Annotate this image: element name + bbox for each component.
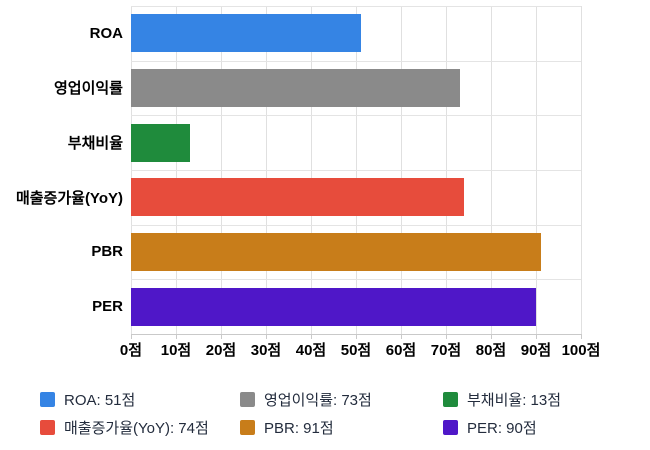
- horizontal-gridline: [131, 60, 581, 62]
- x-tick-mark: [581, 334, 582, 339]
- x-tick-mark: [536, 334, 537, 339]
- x-tick-mark: [176, 334, 177, 339]
- horizontal-gridline: [131, 279, 581, 281]
- x-tick-mark: [446, 334, 447, 339]
- x-tick-label: 30점: [250, 342, 282, 359]
- legend-item[interactable]: ROA: 51점: [40, 389, 240, 410]
- horizontal-gridline: [131, 6, 581, 7]
- bar-부채비율[interactable]: [131, 123, 190, 162]
- x-tick-label: 40점: [295, 342, 327, 359]
- horizontal-gridline: [131, 115, 581, 117]
- bar-매출증가율(YoY)[interactable]: [131, 178, 464, 217]
- category-label: 영업이익률: [53, 80, 123, 98]
- legend-label: ROA: 51점: [64, 391, 136, 409]
- vertical-gridline: [581, 6, 582, 334]
- legend-swatch-icon: [240, 419, 255, 435]
- legend-swatch-icon: [443, 391, 458, 407]
- bar-영업이익률[interactable]: [131, 69, 460, 107]
- x-tick-mark: [221, 334, 222, 339]
- x-tick-label: 60점: [385, 342, 417, 359]
- x-tick-label: 50점: [340, 342, 372, 359]
- x-tick-label: 80점: [475, 342, 507, 359]
- legend-label: 부채비율: 13점: [467, 391, 562, 409]
- x-tick-mark: [311, 334, 312, 339]
- legend-item[interactable]: 매출증가율(YoY): 74점: [40, 417, 240, 438]
- legend-label: 영업이익률: 73점: [264, 391, 372, 409]
- category-label: 매출증가율(YoY): [15, 189, 123, 207]
- legend-item[interactable]: PBR: 91점: [240, 417, 443, 438]
- x-tick-mark: [266, 334, 267, 339]
- x-tick-label: 10점: [160, 342, 192, 359]
- x-tick-label: 70점: [430, 342, 462, 359]
- legend-item[interactable]: PER: 90점: [443, 417, 640, 438]
- x-tick-label: 20점: [205, 342, 237, 359]
- category-label: PBR: [91, 243, 123, 261]
- bar-ROA[interactable]: [131, 14, 361, 53]
- x-tick-label: 0점: [119, 342, 143, 359]
- horizontal-gridline: [131, 224, 581, 226]
- x-tick-mark: [356, 334, 357, 339]
- legend-swatch-icon: [443, 419, 458, 435]
- category-label: ROA: [89, 24, 123, 42]
- x-tick-mark: [491, 334, 492, 339]
- x-tick-mark: [401, 334, 402, 339]
- legend-item[interactable]: 영업이익률: 73점: [240, 389, 443, 410]
- legend-swatch-icon: [40, 419, 55, 435]
- x-tick-mark: [131, 334, 132, 339]
- horizontal-gridline: [131, 170, 581, 171]
- legend-swatch-icon: [240, 391, 255, 407]
- legend-swatch-icon: [40, 391, 55, 407]
- bar-PBR[interactable]: [131, 233, 541, 271]
- x-axis-ticks: 0점 10점 20점 30점 40점 50점 60점 70점 80점 90점 100점: [0, 339, 650, 359]
- category-label: PER: [92, 298, 123, 316]
- legend-item[interactable]: 부채비율: 13점: [443, 389, 640, 410]
- bar-PER[interactable]: [131, 287, 536, 326]
- x-tick-label: 100점: [561, 342, 601, 359]
- category-label: 부채비율: [67, 135, 123, 153]
- legend-label: PBR: 91점: [264, 419, 334, 437]
- x-tick-label: 90점: [520, 342, 552, 359]
- plot-area: [131, 6, 582, 334]
- legend-label: PER: 90점: [467, 419, 537, 437]
- legend-label: 매출증가율(YoY): 74점: [64, 419, 209, 437]
